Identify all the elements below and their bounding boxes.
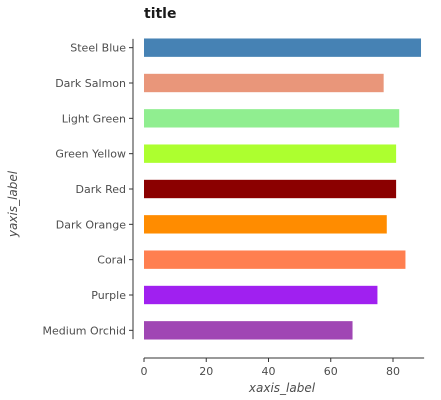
bar-coral: [144, 250, 406, 269]
y-tick-label: Green Yellow: [55, 148, 126, 161]
x-tick-label: 40: [262, 365, 276, 378]
bar-purple: [144, 285, 378, 305]
y-axis-title: yaxis_label: [6, 170, 20, 238]
y-axis-ticks: Medium Orchid Purple Coral Dark Orange Dark …: [43, 42, 133, 337]
y-tick-label: Dark Salmon: [55, 77, 126, 90]
y-tick-label: Light Green: [62, 112, 126, 125]
x-axis-ticks: 0 20 40 60 80: [141, 358, 400, 378]
chart-title: title: [144, 6, 176, 22]
bar-green-yellow: [144, 144, 397, 163]
x-tick-label: 80: [386, 365, 400, 378]
bar-steel-blue: [144, 38, 422, 57]
x-tick-label: 60: [324, 365, 338, 378]
x-axis-title: xaxis_label: [248, 381, 316, 395]
y-tick-label: Dark Orange: [56, 218, 126, 231]
bar-dark-orange: [144, 215, 387, 234]
y-tick-label: Steel Blue: [70, 42, 126, 55]
y-tick-label: Medium Orchid: [43, 324, 126, 337]
bar-dark-salmon: [144, 73, 384, 93]
x-tick-label: 0: [141, 365, 148, 378]
x-tick-label: 20: [199, 365, 213, 378]
y-tick-label: Coral: [97, 254, 126, 267]
y-tick-label: Purple: [91, 289, 126, 302]
bar-light-green: [144, 109, 400, 128]
bars-group: [144, 38, 422, 340]
y-tick-label: Dark Red: [76, 183, 127, 196]
bar-dark-red: [144, 179, 397, 199]
bar-medium-orchid: [144, 321, 353, 340]
